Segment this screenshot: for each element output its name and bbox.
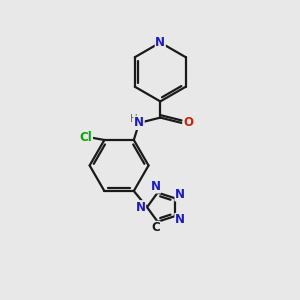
Text: H: H: [130, 114, 138, 124]
Text: Cl: Cl: [80, 131, 92, 144]
Text: N: N: [136, 201, 146, 214]
Text: N: N: [175, 188, 185, 201]
Text: O: O: [183, 116, 193, 129]
Text: N: N: [155, 36, 165, 49]
Text: N: N: [175, 214, 185, 226]
Text: C: C: [151, 221, 160, 234]
Text: N: N: [151, 180, 160, 193]
Text: N: N: [134, 116, 144, 129]
